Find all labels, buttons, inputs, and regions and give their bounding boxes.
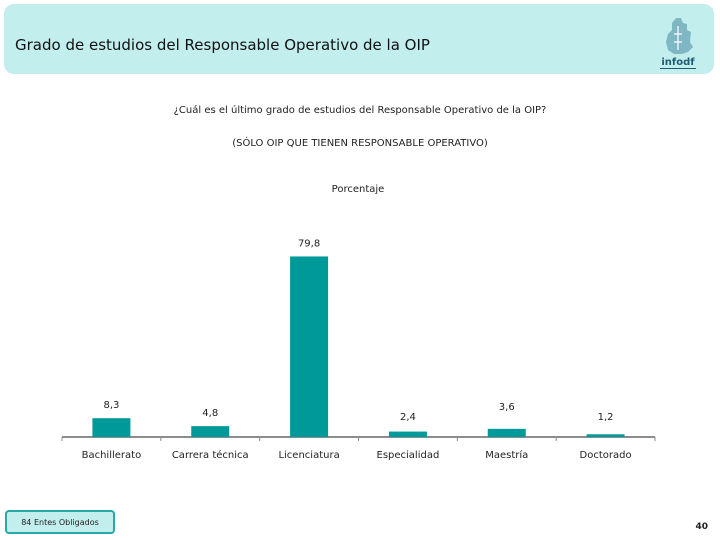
category-label-0: Bachillerato (82, 450, 142, 461)
infodf-logo-icon: infodf (660, 18, 696, 69)
chart-subtitle: (SÓLO OIP QUE TIENEN RESPONSABLE OPERATI… (232, 138, 488, 149)
data-label-5: 1,2 (598, 412, 614, 423)
entities-note: 84 Entes Obligados (5, 510, 115, 534)
data-label-3: 2,4 (400, 412, 416, 423)
category-label-3: Especialidad (377, 450, 440, 461)
chart-title: Porcentaje (332, 184, 385, 195)
bar-0 (92, 418, 131, 437)
bar-1 (191, 426, 230, 437)
bar-chart: Porcentaje 8,3 Bachillerato 4,8 Carrera téc… (61, 184, 656, 461)
page-title: Grado de estudios del Responsable Operat… (15, 36, 430, 54)
data-label-1: 4,8 (202, 408, 218, 419)
data-label-4: 3,6 (499, 402, 515, 413)
data-label-2: 79,8 (298, 238, 320, 249)
page-number: 40 (695, 522, 708, 532)
header-banner: Grado de estudios del Responsable Operat… (4, 4, 714, 74)
category-label-4: Maestría (485, 449, 528, 461)
category-label-5: Doctorado (580, 450, 632, 461)
bar-2 (290, 256, 329, 437)
bar-3 (388, 431, 427, 437)
bar-4 (487, 428, 526, 437)
category-label-1: Carrera técnica (172, 449, 249, 461)
chart-question: ¿Cuál es el último grado de estudios del… (173, 105, 547, 116)
svg-text:infodf: infodf (661, 57, 695, 68)
data-label-0: 8,3 (103, 400, 119, 411)
bar-5 (586, 434, 625, 437)
category-label-2: Licenciatura (278, 450, 339, 461)
